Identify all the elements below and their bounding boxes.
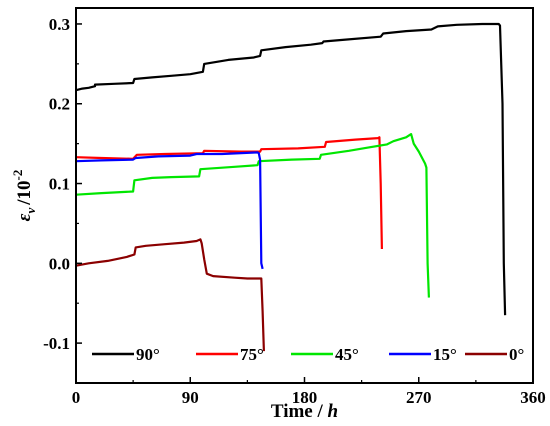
legend-label-3: 15°	[433, 345, 457, 364]
legend-label-1: 75°	[240, 345, 264, 364]
plot-frame	[75, 7, 534, 384]
series-layer	[75, 22, 507, 352]
legend-label-4: 0°	[509, 345, 524, 364]
x-axis-label: Time / h	[271, 401, 338, 422]
y-tick-label: 0.2	[49, 95, 70, 114]
x-tick-label: 90	[182, 388, 199, 407]
legend-label-2: 45°	[335, 345, 359, 364]
x-tick-label: 180	[292, 388, 318, 407]
series-line-0	[75, 22, 507, 316]
series-line-3	[75, 151, 264, 270]
y-tick-label: 0.3	[49, 15, 70, 34]
legend-label-0: 90°	[136, 345, 160, 364]
x-tick-label: 0	[72, 388, 81, 407]
x-tick-label: 360	[520, 388, 546, 407]
series-line-1	[75, 136, 383, 250]
y-axis-label: εv/10-2	[10, 170, 38, 222]
y-tick-label: 0.1	[49, 175, 70, 194]
series-line-2	[75, 133, 430, 298]
y-tick-label: -0.1	[43, 334, 70, 353]
ticks-layer: 0 90 180 270 360 -0.1 0.0 0.1 0.2 0.3	[43, 15, 546, 407]
x-tick-label: 270	[406, 388, 432, 407]
y-tick-label: 0.0	[49, 254, 70, 273]
series-line-4	[75, 238, 265, 352]
legend: 90° 75° 45° 15° 0°	[92, 345, 524, 364]
